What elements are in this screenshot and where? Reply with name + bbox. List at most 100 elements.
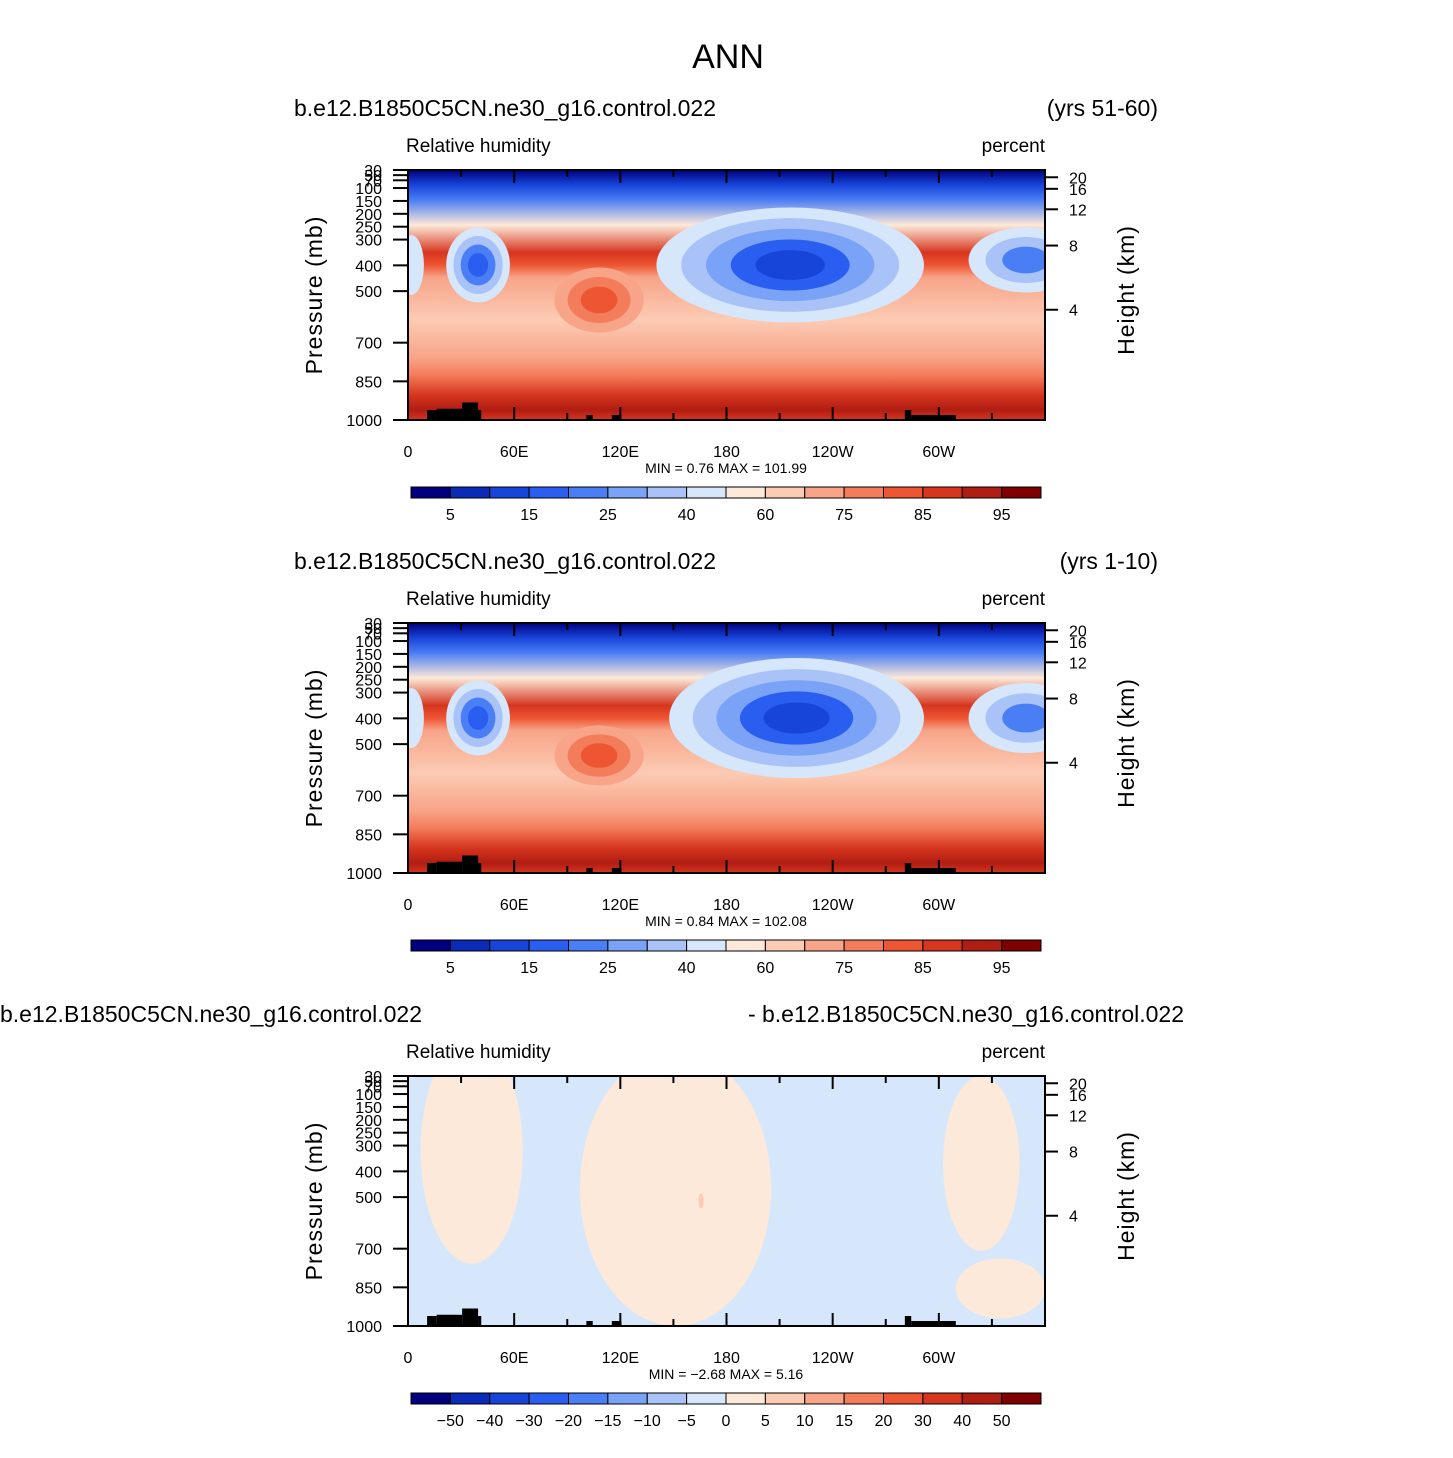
y-tick-label: 300 [355,1139,382,1156]
topography-mask [911,868,956,873]
right-tick-label: 4 [1069,303,1078,320]
topography-mask [911,1321,956,1326]
colorbar-box [686,1392,727,1405]
y-tick-label: 700 [355,789,382,806]
colorbar-box [764,939,806,952]
y-tick-label: 150 [355,647,382,664]
x-tick-label: 120E [602,1350,639,1367]
colorbar-box [843,486,884,499]
panel-1: b.e12.B1850C5CN.ne30_g16.control.022 (yrs… [294,95,1158,524]
colorbar-box [449,1392,491,1405]
colorbar-label: −15 [594,1413,621,1430]
x-tick-label: 120E [602,444,639,461]
colorbar-box [489,939,530,952]
y-tick-label: 850 [355,827,382,844]
colorbar-box [528,1392,569,1405]
colorbar-box [646,939,688,952]
contour-region-3 [1002,703,1045,733]
min-max-stats: MIN = −2.68 MAX = 5.16 [649,1366,804,1382]
units-label: percent [982,589,1046,610]
y-tick-label: 70 [364,626,382,643]
colorbar-label: 60 [756,960,774,977]
right-tick-label: 12 [1069,202,1087,219]
colorbar-label: 15 [520,507,538,524]
colorbar-label: 40 [953,1413,971,1430]
y-tick-label: 700 [355,1242,382,1259]
variable-label: Relative humidity [406,589,551,610]
colorbar-label: −5 [678,1413,696,1430]
contour-region-1 [420,1076,523,1264]
y-tick-label: 200 [355,1113,382,1130]
x-tick-label: 60E [500,1350,528,1367]
panel-3: b.e12.B1850C5CN.ne30_g16.control.022 - b.… [0,1001,1184,1430]
colorbar-label: 20 [875,1413,893,1430]
colorbar-label: 50 [993,1413,1011,1430]
topography-mask [427,410,437,420]
colorbar-box [725,1392,766,1405]
min-max-stats: MIN = 0.84 MAX = 102.08 [645,913,807,929]
y-axis-label: Pressure (mb) [301,669,327,828]
colorbar-label: 0 [722,1413,731,1430]
colorbar-label: 85 [914,507,932,524]
colorbar-label: 30 [914,1413,932,1430]
colorbar-box [646,1392,688,1405]
x-tick-label: 120W [812,1350,855,1367]
page-title: ANN [692,38,764,76]
y-tick-label: 70 [364,1079,382,1096]
right-tick-label: 8 [1069,1145,1078,1162]
topography-mask [586,415,593,420]
y-tick-label: 70 [364,173,382,190]
colorbar-box [686,486,727,499]
colorbar-label: 5 [761,1413,770,1430]
y-tick-label: 30 [364,616,382,633]
colorbar-label: −50 [437,1413,464,1430]
y-tick-label: 30 [364,1069,382,1086]
y-tick-label: 50 [364,621,382,638]
colorbar-box [883,939,924,952]
colorbar-label: 10 [796,1413,814,1430]
contour-region-1 [467,706,489,730]
y-tick-label: 200 [355,207,382,224]
colorbar-box [764,486,806,499]
colorbar-label: 95 [993,507,1011,524]
right-tick-label: 12 [1069,655,1087,672]
colorbar-box [1001,1392,1042,1405]
contour-region-5 [580,286,618,314]
colorbar-label: −40 [476,1413,503,1430]
colorbar-box [804,939,845,952]
y-tick-label: 1000 [346,866,382,883]
y-tick-label: 300 [355,233,382,250]
colorbar-label: 60 [756,507,774,524]
y-tick-label: 500 [355,1190,382,1207]
x-tick-label: 180 [713,897,740,914]
topography-mask [611,868,622,873]
colorbar-box [646,486,688,499]
topography-mask [462,402,479,420]
colorbar-label: 5 [446,960,455,977]
topography-mask [436,1314,463,1326]
colorbar-box [528,939,569,952]
y-tick-label: 50 [364,1074,382,1091]
colorbar-label: 5 [446,507,455,524]
topography-mask [911,415,956,420]
contour-region-2 [763,702,830,734]
topography-mask [462,1308,479,1326]
y-tick-label: 150 [355,1100,382,1117]
contour-region-3 [943,1076,1020,1251]
y-tick-label: 150 [355,194,382,211]
colorbar-box [961,1392,1003,1405]
y-tick-label: 500 [355,284,382,301]
colorbar-box [449,486,491,499]
right-axis-label: Height (km) [1113,678,1139,808]
variable-label: Relative humidity [406,136,551,157]
contour-region-2 [755,250,825,280]
colorbar-box [922,486,963,499]
period-label: (yrs 1-10) [1060,548,1158,574]
colorbar-box [489,1392,530,1405]
colorbar-label: 95 [993,960,1011,977]
min-max-stats: MIN = 0.76 MAX = 101.99 [645,460,807,476]
colorbar-box [489,486,530,499]
colorbar-label: 25 [599,960,617,977]
topography-mask [478,410,482,420]
